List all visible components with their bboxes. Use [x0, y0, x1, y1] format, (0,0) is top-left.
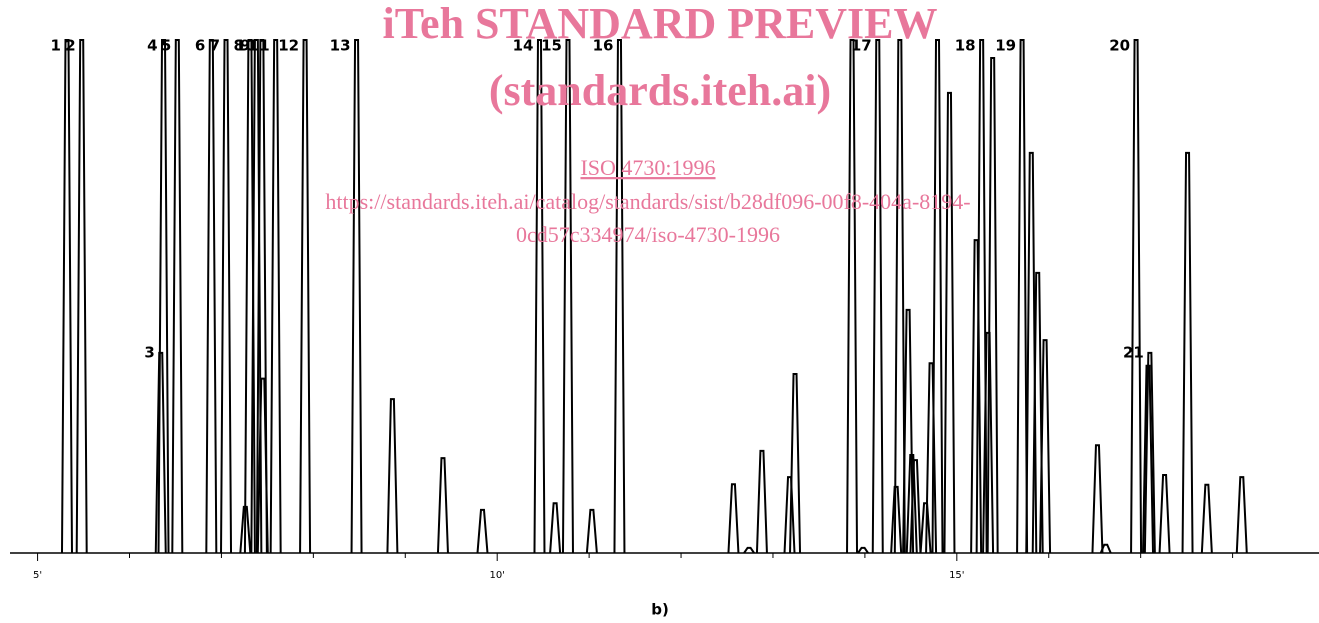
peak-label: 4	[147, 37, 157, 55]
peak	[1200, 483, 1213, 554]
peak	[857, 546, 869, 554]
peak	[986, 56, 999, 554]
peak-label: 16	[593, 37, 614, 55]
watermark-url[interactable]: https://standards.iteh.ai/catalog/standa…	[325, 189, 970, 214]
peak	[846, 39, 859, 554]
peak-label: 10	[235, 37, 256, 55]
peak	[755, 449, 768, 554]
peak	[533, 39, 546, 554]
peak	[256, 377, 269, 554]
peak	[1143, 351, 1156, 554]
peak	[171, 39, 184, 554]
peak	[1016, 39, 1029, 554]
peak	[743, 546, 755, 554]
peak-label: 5	[161, 37, 171, 55]
peak	[970, 239, 983, 554]
peak	[931, 39, 944, 554]
peak	[75, 39, 88, 554]
peak	[386, 398, 399, 554]
peak	[1099, 543, 1112, 554]
peak	[549, 502, 562, 554]
peak	[975, 39, 988, 554]
peak-label: 9	[240, 37, 250, 55]
peak	[727, 483, 740, 554]
peak	[783, 476, 796, 554]
peak	[561, 39, 574, 554]
peak	[982, 331, 995, 554]
peak-label: 17	[851, 37, 872, 55]
peak-label: 21	[1123, 343, 1144, 361]
peak-label: 2	[65, 37, 75, 55]
peak	[613, 39, 626, 554]
peak	[436, 457, 449, 554]
peak	[269, 39, 282, 554]
peak	[1130, 39, 1143, 554]
peak	[585, 508, 598, 554]
peak-label: 3	[144, 343, 154, 361]
watermark-site: (standards.iteh.ai)	[489, 66, 831, 115]
watermark-url[interactable]: 0cd57c334974/iso-4730-1996	[516, 222, 780, 247]
peak	[905, 454, 918, 554]
peak	[871, 39, 884, 554]
peak-label: 8	[233, 37, 243, 55]
peak	[909, 459, 922, 554]
peak	[1031, 271, 1044, 554]
caption: b)	[651, 601, 669, 619]
x-tick-label: 10'	[489, 570, 504, 581]
peak	[1091, 444, 1104, 554]
peak-label: 14	[513, 37, 534, 55]
peak-label: 15	[541, 37, 562, 55]
peak-label: 13	[330, 37, 351, 55]
peak-label: 19	[995, 37, 1016, 55]
peak	[919, 502, 932, 554]
peak	[1235, 476, 1248, 554]
watermark-standard[interactable]: ISO 4730:1996	[580, 155, 715, 180]
peak	[925, 362, 938, 554]
peak-label: 1	[51, 37, 61, 55]
peak-label: 6	[195, 37, 205, 55]
x-tick-label: 15'	[949, 570, 964, 581]
peak	[299, 39, 312, 554]
peak	[220, 39, 233, 554]
watermark-title: iTeh STANDARD PREVIEW	[383, 0, 938, 48]
peak	[789, 372, 802, 554]
peak	[350, 39, 363, 554]
peak	[893, 39, 906, 554]
peak	[157, 39, 170, 554]
peak-label: 12	[278, 37, 299, 55]
peak	[205, 39, 218, 554]
peak-label: 18	[955, 37, 976, 55]
peak	[1039, 339, 1052, 554]
peak	[902, 308, 915, 554]
peak	[476, 508, 489, 554]
peak	[60, 39, 73, 554]
peak	[1181, 151, 1194, 554]
peak-label: 11	[249, 37, 270, 55]
x-tick-label: 5'	[33, 570, 42, 581]
peak-label: 7	[210, 37, 220, 55]
peak	[943, 91, 956, 554]
peak	[154, 351, 167, 554]
peak	[1158, 474, 1171, 554]
peak	[255, 39, 268, 554]
peak-label: 20	[1109, 37, 1130, 55]
